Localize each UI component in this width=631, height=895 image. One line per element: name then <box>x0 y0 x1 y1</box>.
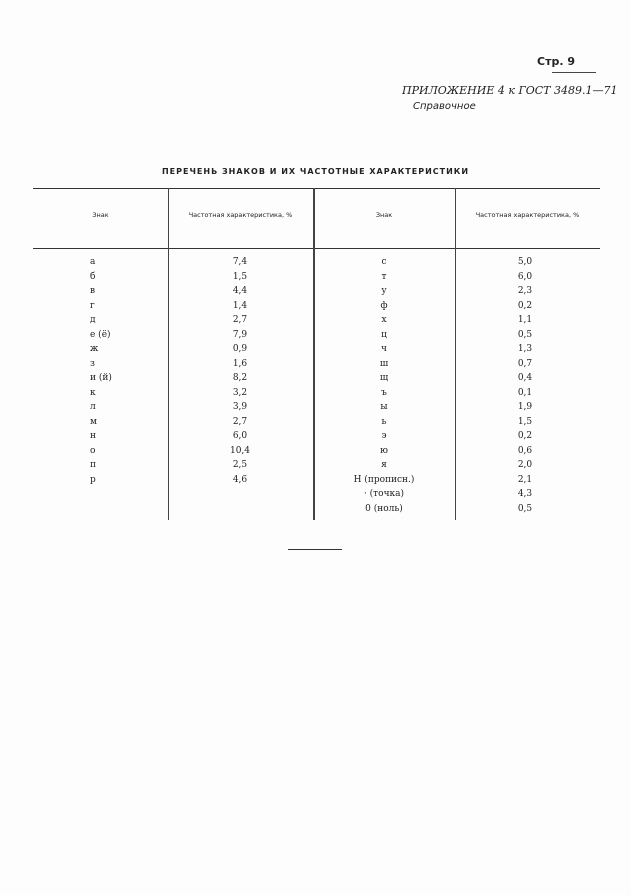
frequency-cell: 5,0 <box>517 257 533 267</box>
frequency-cell: 6,0 <box>517 271 533 282</box>
column-header: Частотная характеристика, % <box>475 211 580 219</box>
frequency-cell: 1,4 <box>232 300 248 311</box>
column-divider <box>455 188 456 520</box>
frequency-cell: 3,9 <box>232 402 248 412</box>
sign-cell: ц <box>381 329 387 340</box>
sign-cell: э <box>381 431 387 441</box>
frequency-cell: 0,5 <box>517 503 533 514</box>
frequency-cell: 0,4 <box>517 373 533 383</box>
frequency-cell: 6,0 <box>232 431 248 441</box>
frequency-cell: 3,2 <box>232 387 248 398</box>
table-top-border <box>33 188 600 189</box>
sign-cell: б <box>90 271 96 282</box>
column-divider <box>313 188 315 520</box>
sign-cell: ь <box>381 416 387 427</box>
frequency-cell: 1,9 <box>517 402 533 412</box>
column-header: Частотная характеристика, % <box>188 211 293 219</box>
frequency-cell: 1,5 <box>232 271 248 282</box>
sign-cell: о <box>90 445 96 456</box>
sign-cell: а <box>90 257 96 267</box>
column-header: Знак <box>375 211 393 219</box>
sign-cell: д <box>90 315 96 325</box>
sign-cell: ж <box>90 344 99 354</box>
frequency-cell: 0,5 <box>517 329 533 340</box>
column-divider <box>168 188 169 520</box>
sign-cell: ч <box>381 344 387 354</box>
sign-cell: л <box>90 402 96 412</box>
sign-cell: т <box>381 271 387 282</box>
frequency-cell: 2,7 <box>232 315 248 325</box>
sign-cell: ш <box>379 358 389 369</box>
frequency-cell: 1,1 <box>517 315 533 325</box>
sign-cell: · (точка) <box>363 489 405 499</box>
appendix-heading: ПРИЛОЖЕНИЕ 4 к ГОСТ 3489.1—71 <box>402 84 618 97</box>
page-number: Стр. 9 <box>537 55 575 68</box>
header-bottom-border <box>33 248 600 249</box>
sign-cell: х <box>381 315 387 325</box>
frequency-cell: 0,7 <box>517 358 533 369</box>
sign-cell: г <box>90 300 95 311</box>
frequency-cell: 2,0 <box>517 460 533 470</box>
sign-cell: ъ <box>381 387 387 398</box>
sign-cell: з <box>90 358 95 369</box>
sign-cell: ы <box>380 402 388 412</box>
sign-cell: я <box>381 460 387 470</box>
frequency-cell: 4,3 <box>517 489 533 499</box>
sign-cell: и (й) <box>90 373 112 383</box>
sign-cell: Н (прописн.) <box>353 474 415 485</box>
frequency-cell: 2,5 <box>232 460 248 470</box>
sign-cell: п <box>90 460 96 470</box>
end-rule <box>288 549 342 550</box>
frequency-cell: 10,4 <box>229 445 251 456</box>
frequency-cell: 4,6 <box>232 474 248 485</box>
sign-cell: щ <box>379 373 389 383</box>
sign-cell: в <box>90 286 96 296</box>
frequency-cell: 0,1 <box>517 387 533 398</box>
page-number-underline <box>552 72 596 73</box>
frequency-cell: 0,6 <box>517 445 533 456</box>
frequency-cell: 8,2 <box>232 373 248 383</box>
frequency-cell: 0,2 <box>517 300 533 311</box>
frequency-cell: 7,4 <box>232 257 248 267</box>
sign-cell: р <box>90 474 96 485</box>
frequency-cell: 7,9 <box>232 329 248 340</box>
frequency-cell: 2,7 <box>232 416 248 427</box>
sign-cell: ю <box>380 445 388 456</box>
frequency-cell: 1,6 <box>232 358 248 369</box>
frequency-cell: 4,4 <box>232 286 248 296</box>
sign-cell: ф <box>380 300 388 311</box>
sign-cell: е (ё) <box>90 329 111 340</box>
sign-cell: с <box>381 257 387 267</box>
column-header: Знак <box>92 211 109 219</box>
sign-cell: 0 (ноль) <box>365 503 403 514</box>
frequency-cell: 1,3 <box>517 344 533 354</box>
sign-cell: м <box>90 416 98 427</box>
frequency-cell: 2,3 <box>517 286 533 296</box>
sign-cell: н <box>90 431 96 441</box>
sign-cell: к <box>90 387 96 398</box>
frequency-cell: 0,9 <box>232 344 248 354</box>
frequency-cell: 1,5 <box>517 416 533 427</box>
frequency-cell: 0,2 <box>517 431 533 441</box>
reference-type: Справочное <box>413 101 476 112</box>
table-title: ПЕРЕЧЕНЬ ЗНАКОВ И ИХ ЧАСТОТНЫЕ ХАРАКТЕРИ… <box>161 167 470 176</box>
frequency-cell: 2,1 <box>517 474 533 485</box>
sign-cell: у <box>381 286 387 296</box>
